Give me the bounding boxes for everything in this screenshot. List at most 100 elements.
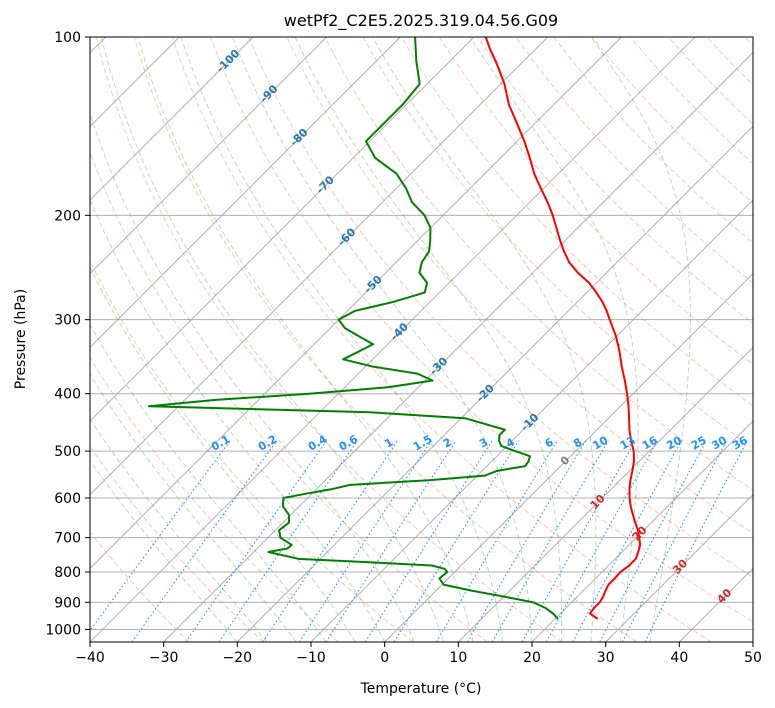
dry-adiabat-line (210, 37, 753, 623)
chart-title: wetPf2_C2E5.2025.319.04.56.G09 (284, 11, 558, 31)
temperature-profile-line (484, 37, 642, 620)
moist-adiabat-line (137, 37, 474, 642)
dry-adiabat-line (90, 445, 264, 642)
isotherm-label: -80 (287, 126, 310, 149)
mixing-ratio-line (521, 440, 637, 642)
x-tick-label: 10 (449, 650, 467, 666)
y-tick-label: 800 (54, 565, 81, 581)
y-tick-label: 500 (54, 444, 81, 460)
isotherm-label: 30 (670, 557, 690, 577)
isotherm-label: 0 (558, 453, 573, 468)
moist-adiabat-line (294, 37, 563, 642)
isotherm-label: -10 (518, 411, 541, 434)
mixing-ratio-line (467, 440, 587, 642)
dry-adiabat-line (553, 37, 753, 244)
dry-adiabat-line (591, 37, 753, 204)
isotherm-label: 20 (630, 523, 650, 543)
mixing-ratio-line (393, 440, 520, 642)
dry-adiabat-line (90, 531, 190, 642)
y-tick-label: 600 (54, 491, 81, 507)
mixing-ratio-label: 0.4 (306, 432, 330, 453)
mixing-ratio-line (545, 440, 659, 642)
x-tick-label: −20 (223, 650, 253, 666)
dry-adiabat-line (171, 37, 712, 642)
y-tick-label: 300 (54, 313, 81, 329)
y-tick-label: 1000 (45, 622, 81, 638)
moist-adiabat-line (90, 323, 327, 642)
x-tick-label: −40 (75, 650, 105, 666)
moist-adiabat-line (469, 37, 639, 642)
mixing-ratio-line (90, 440, 231, 632)
dry-adiabat-line (133, 37, 638, 642)
dry-adiabat-line (477, 37, 753, 325)
isotherm-line (163, 52, 753, 642)
isotherm-line (310, 199, 753, 642)
mixing-ratio-label: 1 (382, 436, 395, 451)
mixing-ratio-label: 1.5 (411, 433, 434, 454)
isotherm-label: -90 (257, 82, 280, 105)
mixing-ratio-label: 16 (640, 433, 660, 452)
y-tick-label: 200 (54, 208, 81, 224)
isotherm-line (90, 37, 401, 348)
mixing-ratio-line (218, 440, 358, 642)
mixing-ratio-label: 10 (591, 433, 611, 452)
dry-adiabat-line (95, 37, 563, 642)
moist-adiabat-line (90, 198, 386, 642)
dry-adiabat-line (90, 356, 339, 642)
isotherm-label: -20 (474, 381, 497, 404)
moist-adiabat-line (90, 266, 356, 642)
mixing-ratio-label: 0.6 (337, 432, 361, 453)
x-tick-label: 50 (744, 650, 762, 666)
isotherm-line (384, 273, 753, 642)
isotherm-label: -50 (362, 273, 385, 296)
isotherm-line (90, 37, 696, 642)
mixing-ratio-line (644, 440, 748, 642)
dry-adiabat-line (362, 37, 753, 449)
dry-adiabat-line (439, 37, 753, 366)
mixing-ratio-line (572, 440, 683, 642)
dry-adiabat-line (90, 259, 414, 642)
mixing-ratio-line (262, 440, 399, 642)
mixing-ratio-label: 3 (477, 436, 490, 451)
isotherm-line (679, 567, 753, 642)
mixing-ratio-label: 36 (730, 433, 750, 452)
plot-frame (89, 36, 754, 643)
mixing-ratio-line (599, 440, 707, 642)
mixing-ratio-line (185, 440, 328, 642)
isotherm-line (90, 37, 548, 496)
mixing-ratio-line (435, 440, 558, 642)
moist-adiabat-line (100, 37, 445, 642)
isotherm-line (90, 37, 254, 201)
dry-adiabat-line (668, 37, 753, 125)
isotherm-line (90, 37, 475, 422)
y-tick-label: 100 (54, 30, 81, 46)
sounding-series (147, 37, 642, 620)
isotherm-line (605, 494, 753, 642)
moist-adiabat-line (90, 373, 297, 642)
x-axis-label: Temperature (°C) (360, 681, 482, 697)
axes: −40 −30 −20 −10 0 10 20 30 40 5010020030040050060… (45, 30, 762, 666)
mixing-ratio-label: 20 (664, 433, 684, 452)
x-tick-label: 30 (597, 650, 615, 666)
x-tick-label: −30 (149, 650, 179, 666)
isotherm-label: -60 (335, 225, 358, 248)
mixing-ratio-label: 13 (618, 434, 638, 453)
isotherm-line (531, 420, 753, 642)
moist-adiabat-line (180, 37, 504, 642)
isotherm-line (458, 346, 753, 642)
isotherm-label: -30 (427, 354, 450, 377)
isotherm-line (90, 37, 622, 569)
mixing-ratio-label: 0.1 (209, 433, 232, 454)
moist-adiabat-line (90, 459, 238, 642)
moist-adiabat-line (231, 37, 533, 642)
isotherm-label: -40 (388, 320, 411, 343)
x-tick-label: 0 (380, 650, 389, 666)
moist-adiabat-line (590, 37, 691, 642)
mixing-ratio-label: 6 (543, 435, 556, 450)
moist-adiabat-line (90, 418, 268, 642)
isotherm-label: -100 (214, 47, 243, 76)
y-tick-label: 400 (54, 387, 81, 403)
background-grid (90, 37, 753, 642)
mixing-ratio-line (364, 440, 493, 642)
